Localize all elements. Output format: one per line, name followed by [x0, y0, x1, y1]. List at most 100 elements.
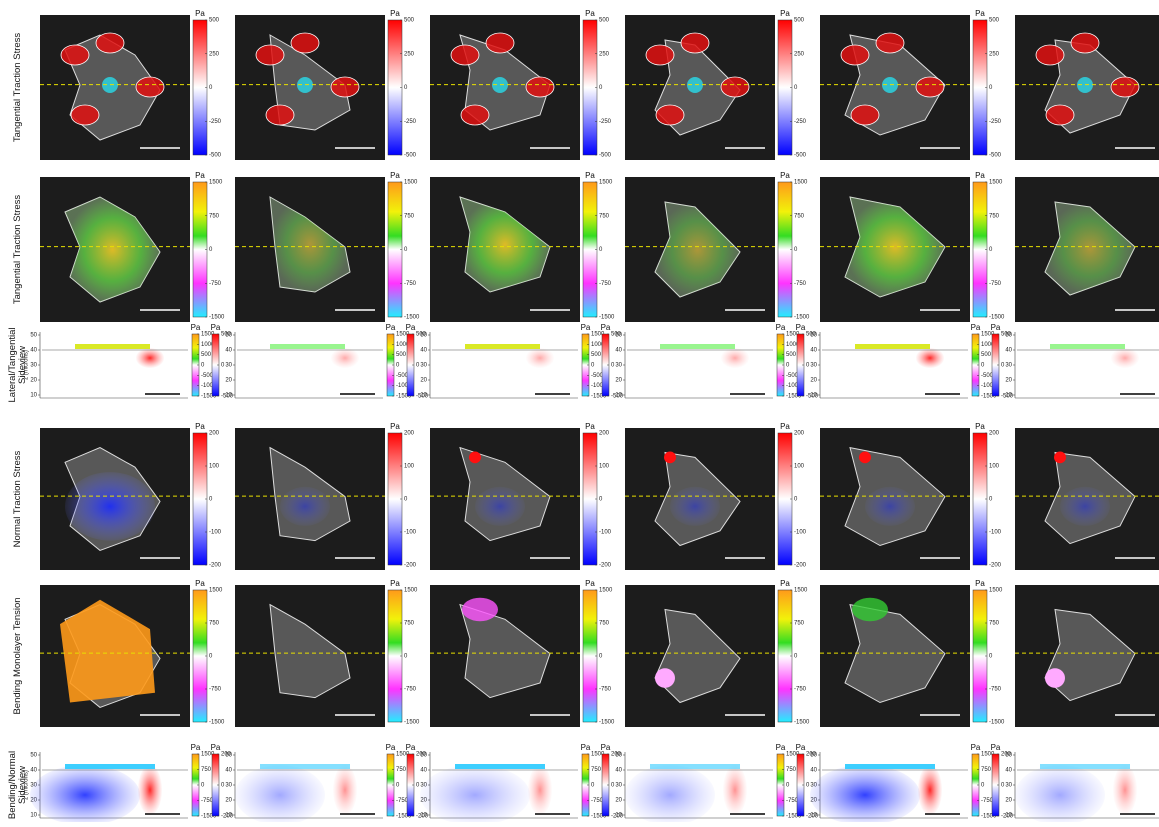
- colorbar-tick-label: 1500: [794, 588, 808, 594]
- colorbar-tick-label: 250: [989, 51, 1000, 57]
- tension-bar: [855, 344, 930, 349]
- lateral-field: [721, 348, 749, 368]
- row-label: Tangential Traction Stress: [12, 33, 23, 143]
- stress-blob: [1054, 452, 1066, 464]
- colorbar-tick-label: 100: [599, 464, 610, 470]
- colorbar: [973, 433, 987, 565]
- y-tick-label: 20: [225, 378, 232, 384]
- colorbar-tick-label: 1500: [599, 588, 613, 594]
- y-tick-label: 50: [1005, 333, 1012, 339]
- colorbar-tick-label: 0: [989, 85, 993, 91]
- normal-field: [235, 765, 325, 822]
- colorbar-tick-label: 0: [209, 497, 213, 503]
- colorbar-unit: Pa: [971, 323, 981, 332]
- colorbar-tick-label: 200: [404, 431, 415, 437]
- colorbar-tick-label: -500: [209, 153, 222, 159]
- colorbar-unit: Pa: [585, 171, 595, 180]
- colorbar-tick-label: -250: [599, 119, 612, 125]
- colorbar-tick-label: -100: [794, 530, 807, 536]
- tension-bar: [650, 764, 740, 769]
- colorbar-unit: Pa: [191, 323, 201, 332]
- colorbar: [193, 433, 207, 565]
- colorbar-tick-label: 500: [591, 352, 602, 358]
- colorbar-tick-label: -750: [209, 281, 222, 287]
- row-label: Bending Monolayer Tension: [12, 597, 23, 714]
- y-tick-label: 40: [225, 768, 232, 774]
- colorbar-unit: Pa: [406, 323, 416, 332]
- stress-blob: [859, 452, 871, 464]
- colorbar-tick-label: 750: [396, 767, 407, 773]
- colorbar-tick-label: 750: [981, 767, 992, 773]
- stress-blob: [256, 45, 284, 65]
- tension-field: [655, 668, 675, 688]
- colorbar-tick-label: 0: [404, 247, 408, 253]
- y-tick-label: 50: [810, 753, 817, 759]
- colorbar-tick-label: 250: [209, 51, 220, 57]
- colorbar: [778, 20, 792, 155]
- colorbar-tick-label: 0: [989, 247, 993, 253]
- colorbar-unit: Pa: [390, 579, 400, 588]
- y-tick-label: 50: [30, 333, 37, 339]
- y-tick-label: 40: [30, 348, 37, 354]
- colorbar-tick-label: 0: [599, 85, 603, 91]
- colorbar-tick-label: -250: [404, 119, 417, 125]
- colorbar-tick-label: 0: [599, 654, 603, 660]
- colorbar-unit: Pa: [386, 323, 396, 332]
- colorbar-tick-label: 750: [989, 213, 1000, 219]
- colorbar-tick-label: 100: [989, 464, 1000, 470]
- stress-blob: [1111, 77, 1139, 97]
- colorbar-unit: Pa: [780, 579, 790, 588]
- colorbar-tick-label: 1500: [404, 588, 418, 594]
- colorbar: [583, 20, 597, 155]
- colorbar-tick-label: 0: [786, 363, 790, 369]
- colorbar-unit: Pa: [975, 579, 985, 588]
- colorbar-tick-label: -500: [599, 153, 612, 159]
- y-tick-label: 40: [615, 768, 622, 774]
- colorbar-tick-label: -750: [404, 281, 417, 287]
- colorbar-unit: Pa: [581, 743, 591, 752]
- colorbar-unit: Pa: [211, 323, 221, 332]
- normal-field: [1015, 765, 1105, 822]
- colorbar-tick-label: -1500: [989, 720, 1005, 726]
- colorbar-tick-label: 750: [989, 621, 1000, 627]
- y-tick-label: 10: [1005, 813, 1012, 819]
- colorbar-tick-label: 1500: [209, 588, 223, 594]
- colorbar-tick-label: 1500: [989, 180, 1003, 186]
- colorbar-tick-label: -250: [989, 119, 1002, 125]
- y-tick-label: 40: [810, 348, 817, 354]
- colorbar-tick-label: -250: [794, 119, 807, 125]
- colorbar-unit: Pa: [776, 323, 786, 332]
- colorbar-tick-label: -750: [599, 281, 612, 287]
- colorbar-tick-label: 0: [989, 654, 993, 660]
- y-tick-label: 20: [420, 378, 427, 384]
- y-tick-label: 40: [1005, 348, 1012, 354]
- stress-blob: [656, 105, 684, 125]
- colorbar-tick-label: 750: [404, 621, 415, 627]
- stress-blob: [526, 77, 554, 97]
- stress-blob: [469, 452, 481, 464]
- colorbar-tick-label: 750: [209, 213, 220, 219]
- colorbar-unit: Pa: [406, 743, 416, 752]
- colorbar-tick-label: 0: [404, 85, 408, 91]
- colorbar-unit: Pa: [780, 171, 790, 180]
- stress-blob: [646, 45, 674, 65]
- colorbar: [973, 590, 987, 722]
- colorbar-tick-label: 500: [209, 18, 220, 24]
- y-tick-label: 50: [420, 753, 427, 759]
- stress-blob: [266, 105, 294, 125]
- tension-bar: [465, 344, 540, 349]
- normal-field: [420, 765, 530, 822]
- stress-blob: [1036, 45, 1064, 65]
- colorbar-tick-label: 500: [786, 352, 797, 358]
- stress-field: [670, 487, 720, 526]
- colorbar: [778, 590, 792, 722]
- row-label: Tangential Traction Stress: [12, 195, 23, 305]
- colorbar-tick-label: 100: [209, 464, 220, 470]
- colorbar: [973, 20, 987, 155]
- colorbar-tick-label: 250: [404, 51, 415, 57]
- colorbar-unit: Pa: [390, 171, 400, 180]
- y-tick-label: 50: [615, 333, 622, 339]
- tension-bar: [75, 344, 150, 349]
- colorbar-tick-label: 0: [599, 497, 603, 503]
- colorbar-tick-label: 1500: [599, 180, 613, 186]
